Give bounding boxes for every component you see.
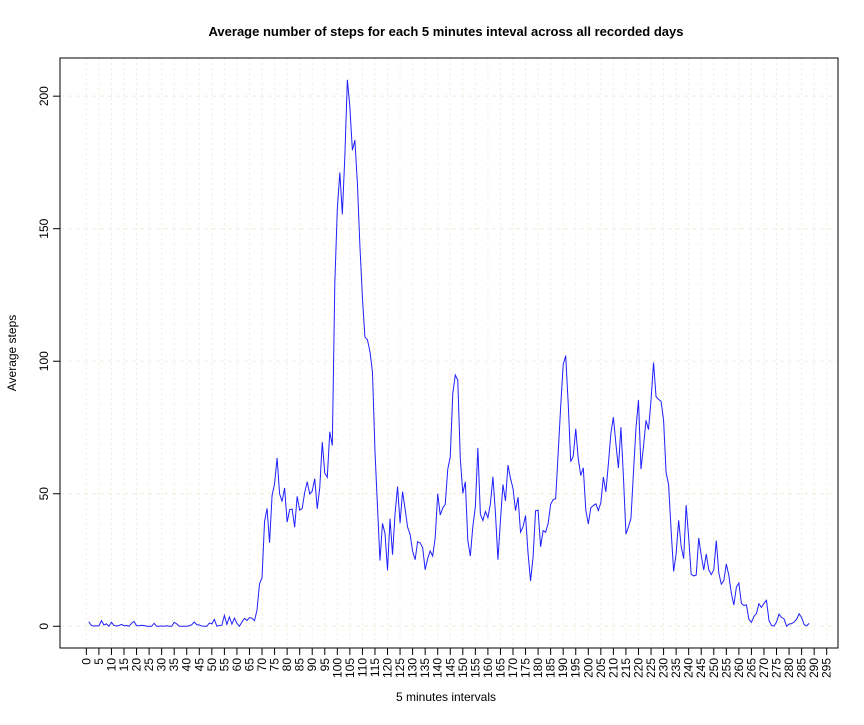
x-tick-label: 110 <box>355 658 369 677</box>
x-tick-label: 285 <box>795 658 809 678</box>
x-tick-label: 10 <box>104 658 118 672</box>
x-tick-label: 135 <box>418 658 432 678</box>
x-tick-label: 105 <box>343 658 357 678</box>
x-tick-label: 295 <box>820 658 834 678</box>
x-tick-label: 115 <box>368 658 382 677</box>
x-tick-label: 75 <box>268 658 282 672</box>
x-tick-label: 265 <box>744 658 758 678</box>
x-tick-label: 255 <box>719 658 733 678</box>
x-tick-label: 245 <box>694 658 708 678</box>
x-tick-label: 25 <box>142 658 156 672</box>
x-tick-label: 205 <box>594 658 608 678</box>
data-line <box>88 79 810 628</box>
x-tick-label: 230 <box>657 658 671 678</box>
x-tick-label: 85 <box>293 658 307 672</box>
x-tick-label: 60 <box>230 658 244 672</box>
x-tick-label: 45 <box>192 658 206 672</box>
y-tick-label: 100 <box>37 351 51 371</box>
x-tick-label: 170 <box>506 658 520 678</box>
x-tick-label: 240 <box>682 658 696 678</box>
x-tick-label: 235 <box>669 658 683 678</box>
x-tick-label: 100 <box>330 658 344 678</box>
x-tick-label: 280 <box>782 658 796 678</box>
x-tick-label: 215 <box>619 658 633 678</box>
x-tick-label: 120 <box>381 658 395 678</box>
x-tick-label: 55 <box>217 658 231 672</box>
x-tick-label: 220 <box>631 658 645 678</box>
chart-title: Average number of steps for each 5 minut… <box>209 24 684 39</box>
x-tick-label: 20 <box>130 658 144 672</box>
x-tick-label: 90 <box>305 658 319 672</box>
x-tick-label: 150 <box>456 658 470 678</box>
x-tick-label: 225 <box>644 658 658 678</box>
x-tick-label: 250 <box>707 658 721 678</box>
y-tick-label: 200 <box>37 86 51 106</box>
x-tick-label: 185 <box>544 658 558 678</box>
x-tick-label: 5 <box>92 658 106 665</box>
x-tick-label: 30 <box>155 658 169 672</box>
x-tick-label: 195 <box>569 658 583 678</box>
x-tick-label: 80 <box>280 658 294 672</box>
x-tick-label: 175 <box>519 658 533 678</box>
x-tick-label: 0 <box>79 658 93 665</box>
x-tick-label: 130 <box>406 658 420 678</box>
x-tick-label: 145 <box>443 658 457 678</box>
x-tick-label: 270 <box>757 658 771 678</box>
x-tick-label: 70 <box>255 658 269 672</box>
x-tick-label: 260 <box>732 658 746 678</box>
x-tick-label: 275 <box>770 658 784 678</box>
x-axis-label: 5 minutes intervals <box>396 690 496 704</box>
x-tick-label: 210 <box>606 658 620 678</box>
x-tick-label: 125 <box>393 658 407 678</box>
x-tick-label: 165 <box>493 658 507 678</box>
x-tick-label: 35 <box>167 658 181 672</box>
x-tick-label: 160 <box>481 658 495 678</box>
x-tick-label: 50 <box>205 658 219 672</box>
x-tick-label: 65 <box>242 658 256 672</box>
y-tick-label: 150 <box>37 218 51 238</box>
plot-frame <box>59 57 839 649</box>
x-tick-label: 15 <box>117 658 131 672</box>
x-tick-label: 290 <box>807 658 821 678</box>
x-tick-label: 140 <box>431 658 445 678</box>
x-tick-label: 180 <box>531 658 545 678</box>
x-tick-label: 95 <box>318 658 332 672</box>
y-tick-label: 50 <box>37 487 51 501</box>
x-tick-label: 190 <box>556 658 570 678</box>
y-axis-label: Average steps <box>5 315 19 392</box>
y-tick-label: 0 <box>37 623 51 630</box>
x-tick-label: 40 <box>180 658 194 672</box>
x-tick-label: 155 <box>468 658 482 678</box>
x-tick-label: 200 <box>581 658 595 678</box>
